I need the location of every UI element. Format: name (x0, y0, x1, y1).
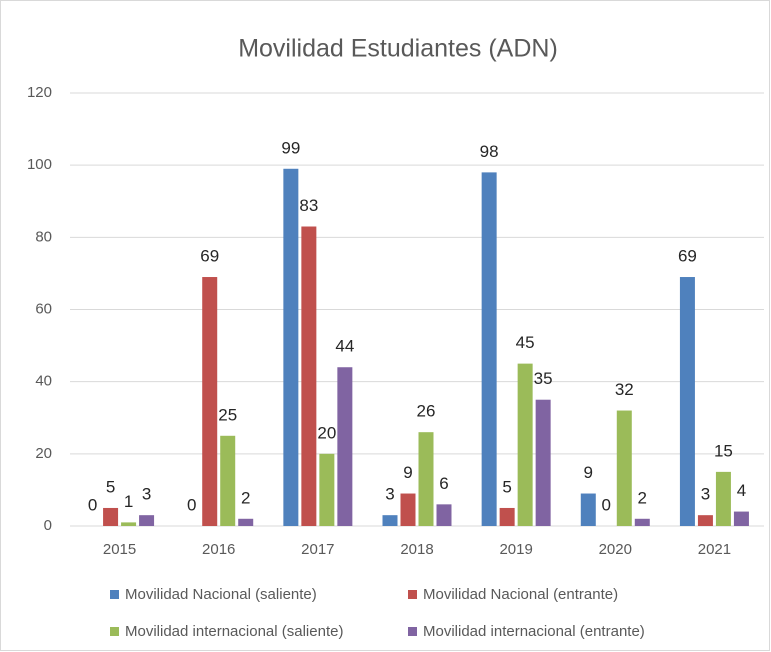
bar (418, 432, 434, 526)
bar (319, 453, 335, 526)
data-label: 69 (678, 247, 697, 266)
data-label: 26 (417, 402, 436, 421)
legend-label: Movilidad Nacional (entrante) (423, 586, 618, 603)
data-label: 35 (534, 369, 553, 388)
bar (499, 507, 515, 526)
data-label: 3 (385, 485, 394, 504)
data-label: 3 (701, 485, 710, 504)
bar (517, 363, 533, 526)
data-label: 6 (439, 474, 448, 493)
bar (139, 515, 155, 526)
data-label: 20 (317, 423, 336, 442)
data-label: 2 (638, 488, 647, 507)
bar (436, 504, 452, 526)
data-label: 0 (88, 495, 97, 514)
x-tick-label: 2015 (103, 541, 136, 558)
bar (580, 493, 596, 526)
data-label: 0 (602, 495, 611, 514)
x-tick-label: 2016 (202, 541, 235, 558)
bar (616, 410, 632, 526)
data-label: 83 (299, 196, 318, 215)
bar (481, 172, 497, 526)
chart-title: Movilidad Estudiantes (ADN) (238, 35, 558, 63)
bar (220, 435, 236, 526)
data-label: 69 (200, 247, 219, 266)
bar (283, 168, 299, 526)
x-tick-label: 2017 (301, 541, 334, 558)
bar (103, 507, 119, 526)
data-label: 99 (281, 138, 300, 157)
y-tick-label: 100 (27, 156, 52, 173)
legend-label: Movilidad Nacional (saliente) (125, 586, 317, 603)
data-label: 9 (584, 463, 593, 482)
bar (238, 518, 254, 526)
bar (715, 471, 731, 526)
y-tick-label: 80 (35, 228, 52, 245)
data-label: 0 (187, 495, 196, 514)
x-tick-label: 2018 (400, 541, 433, 558)
legend-label: Movilidad internacional (saliente) (125, 623, 343, 640)
y-tick-label: 120 (27, 84, 52, 101)
legend-label: Movilidad internacional (entrante) (423, 623, 645, 640)
data-label: 32 (615, 380, 634, 399)
data-label: 98 (480, 142, 499, 161)
bar (697, 515, 713, 526)
bar (400, 493, 416, 526)
data-label: 5 (502, 477, 511, 496)
bar (121, 522, 137, 526)
data-label: 1 (124, 492, 133, 511)
bar (202, 277, 218, 526)
bar (382, 515, 398, 526)
data-label: 4 (737, 481, 746, 500)
legend-swatch (110, 590, 119, 599)
data-label: 2 (241, 488, 250, 507)
legend-swatch (110, 627, 119, 636)
bar (337, 367, 353, 526)
bar (733, 511, 749, 526)
legend-swatch (408, 627, 417, 636)
bar (634, 518, 650, 526)
bar (301, 226, 317, 526)
bar (679, 277, 695, 526)
x-tick-label: 2020 (599, 541, 632, 558)
y-tick-label: 60 (35, 300, 52, 317)
data-label: 44 (335, 337, 354, 356)
data-label: 9 (403, 463, 412, 482)
data-label: 3 (142, 485, 151, 504)
data-label: 5 (106, 477, 115, 496)
y-tick-label: 40 (35, 373, 52, 390)
x-tick-label: 2021 (698, 541, 731, 558)
x-tick-label: 2019 (499, 541, 532, 558)
data-label: 15 (714, 441, 733, 460)
y-tick-label: 20 (35, 445, 52, 462)
bar (535, 399, 551, 526)
data-label: 25 (218, 405, 237, 424)
data-label: 45 (516, 333, 535, 352)
y-tick-label: 0 (44, 517, 52, 534)
legend-swatch (408, 590, 417, 599)
